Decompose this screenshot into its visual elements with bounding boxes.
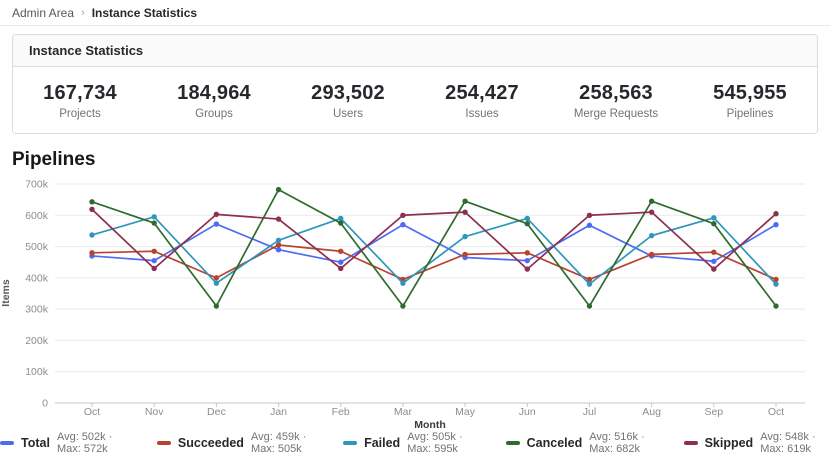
legend-avg-max: Avg: 505k · Max: 595k (407, 431, 463, 452)
svg-text:600k: 600k (25, 210, 49, 222)
pipelines-chart: 0 100k 200k 300k 400k 500k 600k 700k Oct Nov Dec Ja… (0, 173, 830, 452)
svg-text:Jan: Jan (270, 406, 287, 418)
svg-text:Dec: Dec (207, 406, 226, 418)
legend-name: Succeeded (177, 436, 244, 450)
stat-issues: 254,427 Issues (415, 82, 549, 120)
stat-groups: 184,964 Groups (147, 82, 281, 120)
svg-text:Oct: Oct (768, 406, 784, 418)
legend-item-skipped[interactable]: Skipped Avg: 548k · Max: 619k (683, 431, 830, 452)
svg-text:Sep: Sep (704, 406, 723, 418)
svg-text:Month: Month (414, 419, 446, 429)
stat-merge-requests: 258,563 Merge Requests (549, 82, 683, 120)
failed-series-marker-icon (343, 441, 358, 445)
stat-label: Users (332, 108, 364, 120)
svg-text:Jun: Jun (519, 406, 536, 418)
legend-name: Failed (364, 436, 401, 450)
stat-value: 293,502 (311, 82, 385, 104)
svg-text:Aug: Aug (642, 406, 661, 418)
stat-pipelines: 545,955 Pipelines (683, 82, 817, 120)
svg-text:Oct: Oct (84, 406, 100, 418)
breadcrumb-separator-icon: › (81, 6, 85, 19)
stat-label: Pipelines (726, 108, 774, 120)
svg-text:700k: 700k (25, 179, 49, 191)
legend-avg-max: Avg: 459k · Max: 505k (250, 431, 307, 452)
stat-value: 254,427 (445, 82, 519, 104)
instance-statistics-card: Instance Statistics 167,734 Projects 184… (12, 34, 818, 134)
svg-text:Jul: Jul (583, 406, 596, 418)
legend-item-failed[interactable]: Failed Avg: 505k · Max: 595k (343, 431, 480, 452)
svg-text:0: 0 (42, 398, 48, 410)
svg-text:Nov: Nov (145, 406, 164, 418)
svg-text:100k: 100k (25, 366, 49, 378)
stat-projects: 167,734 Projects (13, 82, 147, 120)
chart-legend: Total Avg: 502k · Max: 572k Succeeded Av… (0, 431, 830, 452)
stat-value: 258,563 (579, 82, 653, 104)
breadcrumb-current-page: Instance Statistics (91, 5, 198, 20)
svg-text:May: May (455, 406, 476, 418)
pipelines-heading: Pipelines (12, 149, 96, 170)
pipelines-chart-svg[interactable]: 0 100k 200k 300k 400k 500k 600k 700k Oct Nov Dec Ja… (0, 173, 830, 429)
skipped-series-marker-icon (683, 441, 698, 445)
svg-text:Mar: Mar (394, 406, 413, 418)
stat-users: 293,502 Users (281, 82, 415, 120)
legend-name: Canceled (526, 436, 583, 450)
stats-row: 167,734 Projects 184,964 Groups 293,502 … (13, 67, 817, 133)
svg-text:400k: 400k (25, 272, 49, 284)
legend-item-canceled[interactable]: Canceled Avg: 516k · Max: 682k (505, 431, 658, 452)
stat-value: 184,964 (177, 82, 251, 104)
canceled-series-marker-icon (505, 441, 520, 445)
succeeded-series-marker-icon (156, 441, 171, 445)
stat-label: Projects (59, 108, 101, 120)
stat-label: Groups (195, 108, 233, 120)
legend-avg-max: Avg: 516k · Max: 682k (589, 431, 645, 452)
card-title: Instance Statistics (13, 35, 817, 67)
legend-avg-max: Avg: 502k · Max: 572k (56, 431, 113, 452)
stat-label: Issues (465, 108, 499, 120)
total-series-marker-icon (0, 441, 14, 445)
breadcrumb-admin-area-link[interactable]: Admin Area (12, 5, 75, 20)
svg-text:500k: 500k (25, 241, 49, 253)
stat-value: 545,955 (713, 82, 787, 104)
legend-item-total[interactable]: Total Avg: 502k · Max: 572k (0, 431, 131, 452)
stat-value: 167,734 (43, 82, 117, 104)
legend-name: Total (21, 436, 50, 450)
stat-label: Merge Requests (573, 108, 659, 120)
legend-name: Skipped (704, 436, 754, 450)
svg-text:Feb: Feb (332, 406, 350, 418)
svg-text:300k: 300k (25, 304, 49, 316)
legend-item-succeeded[interactable]: Succeeded Avg: 459k · Max: 505k (156, 431, 317, 452)
svg-text:200k: 200k (25, 335, 49, 347)
svg-text:Items: Items (0, 279, 12, 307)
legend-avg-max: Avg: 548k · Max: 619k (760, 431, 816, 452)
breadcrumb: Admin Area › Instance Statistics (0, 0, 830, 26)
